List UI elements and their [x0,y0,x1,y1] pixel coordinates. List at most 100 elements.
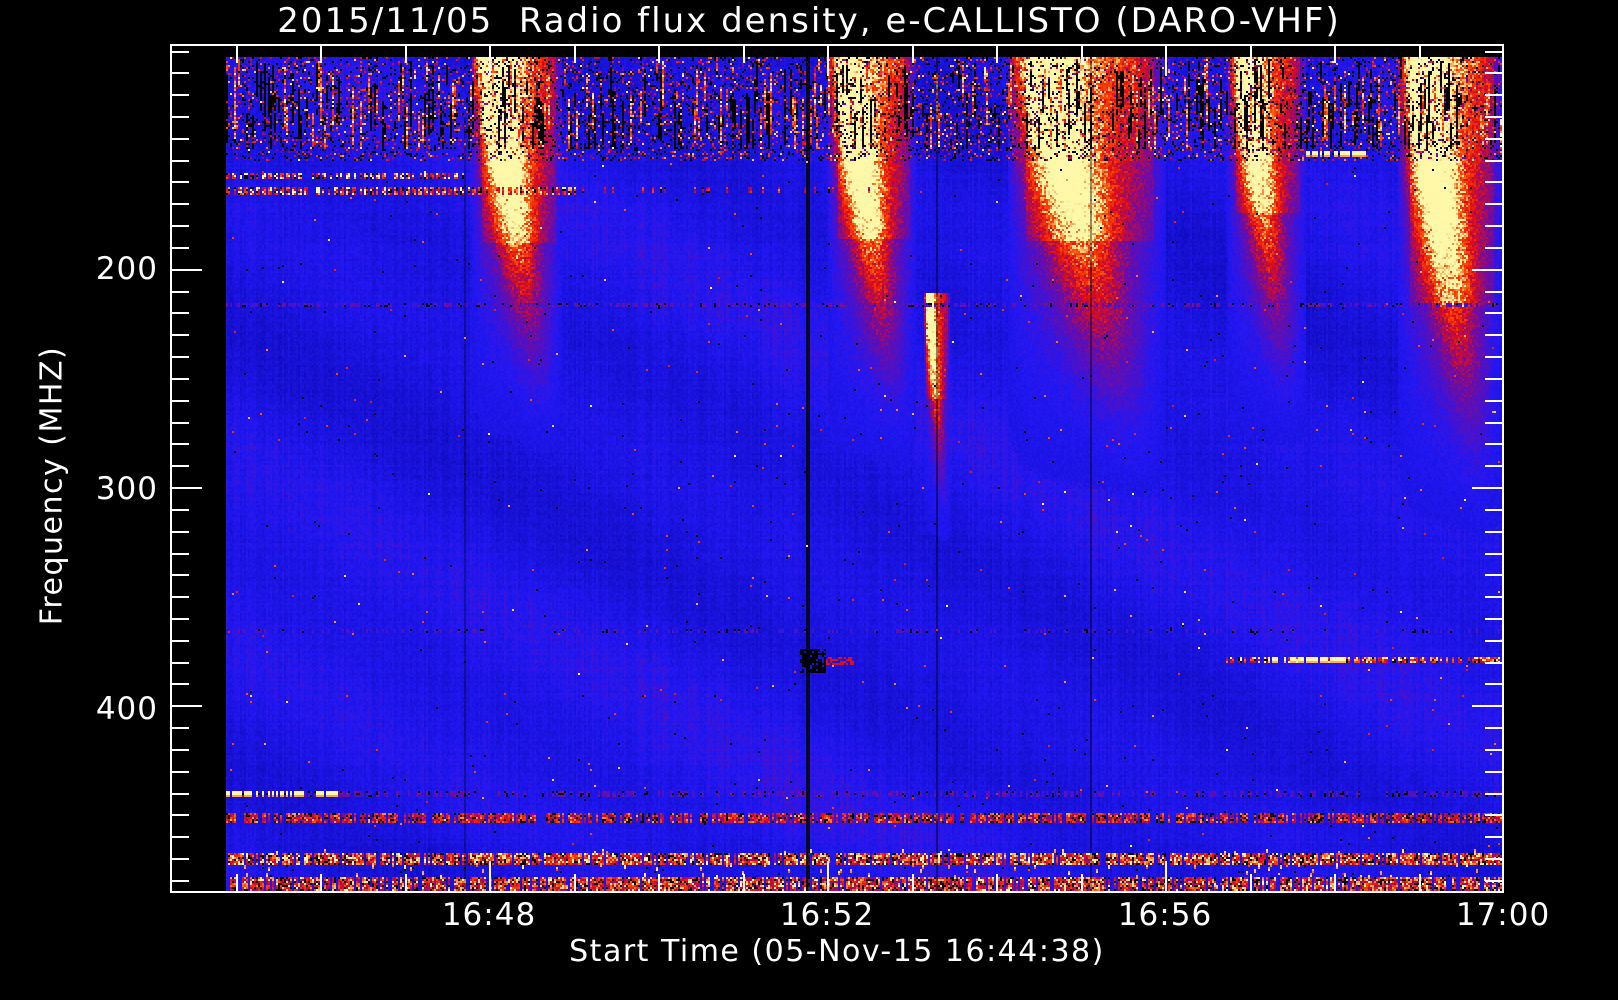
x-tick-bottom-8 [1165,861,1167,891]
y-tick-label-400: 400 [95,691,158,727]
x-tick-top-7 [1080,46,1083,63]
y-tick-right-370 [1485,639,1502,642]
x-tick-top-3 [742,46,745,63]
y-tick-right-130 [1485,116,1502,119]
y-tick-right-310 [1485,508,1502,511]
y-tick-410 [172,727,189,730]
y-tick-440 [172,792,189,795]
y-tick-390 [172,683,189,686]
y-tick-110 [172,72,189,75]
y-tick-right-100 [1485,50,1502,53]
y-tick-right-430 [1485,770,1502,773]
y-tick-170 [172,203,189,206]
y-tick-right-420 [1485,748,1502,751]
y-tick-290 [172,465,189,468]
y-tick-right-110 [1485,72,1502,75]
y-tick-right-230 [1485,334,1502,337]
y-tick-right-140 [1485,137,1502,140]
x-tick-bottom-6 [996,874,998,891]
y-axis-title: Frequency (MHZ) [34,345,70,626]
y-tick-right-390 [1485,683,1502,686]
x-tick-bottom-5 [911,874,914,891]
x-tick-label-1700: 17:00 [1455,897,1551,933]
y-tick-450 [172,814,189,817]
y-tick-right-120 [1485,94,1502,97]
x-tick-bottom-10 [1334,874,1336,891]
x-tick-top-5 [911,46,914,63]
x-tick-bottom--2 [320,874,322,891]
y-tick-right-180 [1485,225,1502,228]
y-tick-label-300: 300 [95,471,158,507]
y-tick-230 [172,334,189,337]
y-tick-400 [172,705,202,708]
y-tick-right-470 [1485,858,1502,861]
x-tick-bottom-1 [573,874,576,891]
x-tick-top-0 [489,46,491,76]
y-tick-260 [172,399,189,402]
y-tick-130 [172,116,189,119]
x-tick-bottom--1 [404,874,407,891]
y-tick-right-210 [1485,290,1502,293]
y-tick-140 [172,137,189,140]
x-tick-top-2 [658,46,660,63]
x-tick-top-11 [1418,46,1421,63]
y-tick-right-450 [1485,814,1502,817]
y-tick-100 [172,50,189,53]
x-tick-label-1656: 16:56 [1117,897,1213,933]
y-tick-180 [172,225,189,228]
y-tick-470 [172,858,189,861]
y-tick-right-440 [1485,792,1502,795]
y-tick-right-340 [1485,574,1502,577]
x-tick-bottom-4 [827,861,829,891]
y-tick-150 [172,159,189,162]
page-title: 2015/11/05 Radio flux density, e-CALLIST… [277,1,1341,41]
y-tick-380 [172,661,189,664]
x-tick-top-4 [827,46,829,76]
x-tick-bottom-11 [1418,874,1421,891]
x-tick-top--3 [235,46,238,63]
y-tick-280 [172,443,189,446]
y-tick-360 [172,618,189,620]
x-tick-top-9 [1249,46,1252,63]
x-tick-label-1652: 16:52 [779,897,875,933]
y-tick-right-360 [1485,618,1502,620]
y-tick-right-160 [1485,181,1502,184]
y-tick-220 [172,312,189,315]
y-tick-330 [172,552,189,555]
x-tick-top-10 [1334,46,1336,63]
y-tick-right-240 [1485,356,1502,359]
x-tick-top-6 [996,46,998,63]
y-tick-right-190 [1485,246,1502,249]
y-tick-160 [172,181,189,184]
y-tick-right-400 [1472,705,1502,708]
y-tick-right-200 [1472,268,1502,271]
y-tick-270 [172,421,189,424]
x-tick-bottom-2 [658,874,660,891]
y-tick-right-150 [1485,159,1502,162]
y-tick-210 [172,290,189,293]
x-tick-top--2 [320,46,322,63]
y-tick-right-410 [1485,727,1502,730]
y-tick-480 [172,879,189,882]
y-tick-right-280 [1485,443,1502,446]
y-tick-right-380 [1485,661,1502,664]
y-tick-right-460 [1485,836,1502,839]
x-tick-bottom-3 [742,874,745,891]
y-tick-250 [172,377,189,380]
y-tick-460 [172,836,189,839]
y-tick-310 [172,508,189,511]
y-tick-right-170 [1485,203,1502,206]
spectrogram-image [226,57,1502,893]
x-tick-bottom-0 [489,861,491,891]
x-tick-bottom-9 [1249,874,1252,891]
y-tick-190 [172,246,189,249]
x-tick-label-1648: 16:48 [441,897,537,933]
y-tick-right-480 [1485,879,1502,882]
y-tick-200 [172,268,202,271]
y-tick-320 [172,530,189,533]
y-tick-240 [172,356,189,359]
x-axis-title: Start Time (05-Nov-15 16:44:38) [569,934,1105,969]
y-tick-right-350 [1485,596,1502,599]
x-tick-top--1 [404,46,407,63]
